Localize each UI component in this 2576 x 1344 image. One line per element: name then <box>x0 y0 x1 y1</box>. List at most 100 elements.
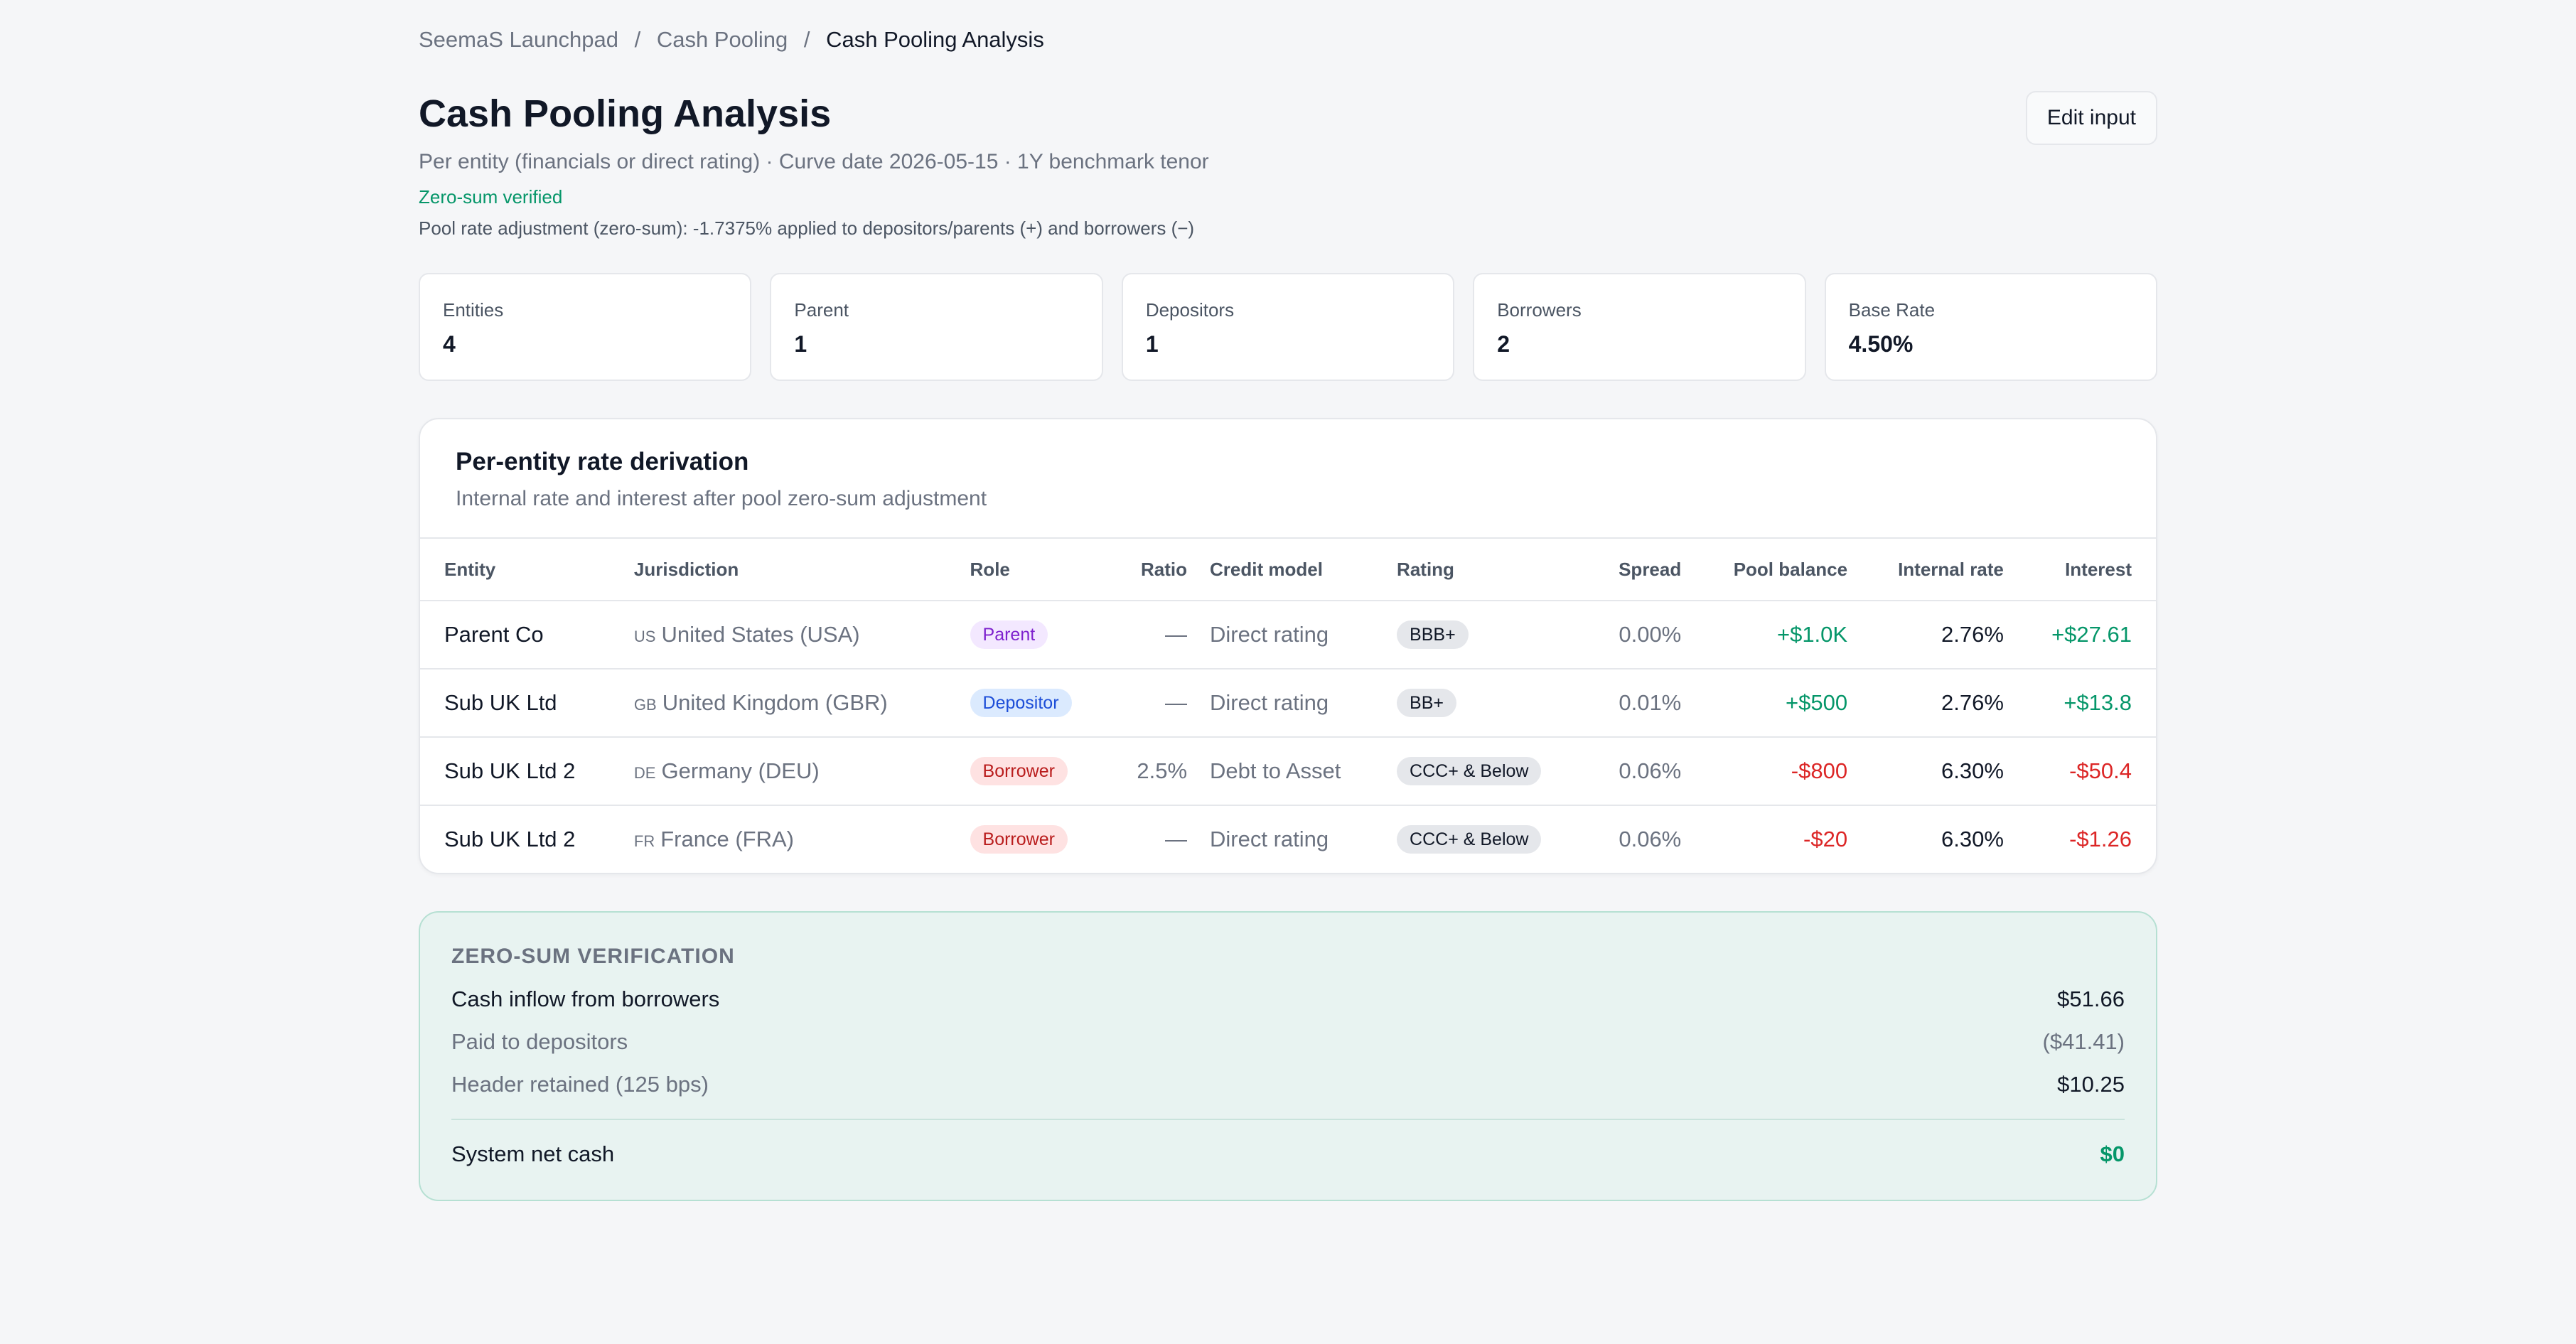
stat-card-borrowers: Borrowers 2 <box>1473 273 1806 381</box>
column-header-interest[interactable]: Interest <box>2014 539 2156 601</box>
verification-value: ($41.41) <box>2042 1029 2125 1054</box>
cell-credit-model: Direct rating <box>1210 827 1329 851</box>
cell-ratio: — <box>1165 827 1188 851</box>
table-row[interactable]: Sub UK Ltd 2 FR France (FRA) Borrower — D… <box>420 805 2156 873</box>
pool-rate-adjustment-note: Pool rate adjustment (zero-sum): -1.7375… <box>419 217 1195 239</box>
cell-internal-rate: 2.76% <box>1859 669 2015 738</box>
verification-label: Header retained (125 bps) <box>451 1072 709 1097</box>
role-badge: Depositor <box>970 689 1072 717</box>
card-title: Per-entity rate derivation <box>456 448 749 475</box>
breadcrumb-separator: / <box>803 27 810 52</box>
country-code: FR <box>633 832 655 850</box>
divider <box>451 1119 2125 1120</box>
stat-label: Parent <box>794 299 849 321</box>
verification-row-retained: Header retained (125 bps) $10.25 <box>451 1070 2125 1099</box>
stat-value: 1 <box>1145 331 1159 357</box>
cell-interest: +$27.61 <box>2014 601 2156 670</box>
cell-entity: Sub UK Ltd 2 <box>420 737 623 806</box>
rating-badge: BBB+ <box>1397 620 1469 649</box>
stat-label: Borrowers <box>1497 299 1582 321</box>
breadcrumb: SeemaS Launchpad / Cash Pooling / Cash P… <box>419 26 2157 54</box>
cell-interest: -$50.4 <box>2014 737 2156 806</box>
stat-value: 1 <box>794 331 807 357</box>
cell-spread: 0.01% <box>1589 669 1693 738</box>
cell-entity: Sub UK Ltd <box>420 669 623 738</box>
stat-card-base-rate: Base Rate 4.50% <box>1824 273 2158 381</box>
cell-role: Parent <box>958 601 1110 670</box>
zero-sum-verified-badge: Zero-sum verified <box>419 186 563 208</box>
column-header-internal-rate[interactable]: Internal rate <box>1859 539 2015 601</box>
country-code: DE <box>633 764 656 782</box>
system-net-cash-label: System net cash <box>451 1141 615 1166</box>
cell-rating: CCC+ & Below <box>1385 737 1589 806</box>
verification-title: ZERO-SUM VERIFICATION <box>451 945 735 968</box>
cell-spread: 0.06% <box>1589 737 1693 806</box>
cell-entity: Parent Co <box>420 601 623 670</box>
rating-badge: CCC+ & Below <box>1397 757 1542 785</box>
stat-card-parent: Parent 1 <box>770 273 1103 381</box>
verification-row-total: System net cash $0 <box>451 1140 2125 1168</box>
cell-credit-model: Direct rating <box>1198 669 1386 738</box>
column-header-spread[interactable]: Spread <box>1589 539 1693 601</box>
cell-interest: -$1.26 <box>2069 827 2132 851</box>
verification-label: Paid to depositors <box>451 1029 628 1054</box>
country-code: US <box>633 628 656 645</box>
cell-jurisdiction: DE Germany (DEU) <box>622 737 959 806</box>
summary-stats: Entities 4 Parent 1 Depositors 1 Borrowe… <box>419 273 2158 381</box>
column-header-pool-balance[interactable]: Pool balance <box>1692 539 1859 601</box>
breadcrumb-current: Cash Pooling Analysis <box>826 27 1044 52</box>
page-header: Cash Pooling Analysis Per entity (financ… <box>419 91 2157 240</box>
stat-label: Depositors <box>1145 299 1235 321</box>
cell-internal-rate: 6.30% <box>1859 737 2015 806</box>
column-header-ratio[interactable]: Ratio <box>1110 539 1199 601</box>
stat-value: 4 <box>443 331 456 357</box>
breadcrumb-item-launchpad[interactable]: SeemaS Launchpad <box>419 27 618 52</box>
verification-value: $51.66 <box>2057 987 2125 1011</box>
cell-internal-rate: 6.30% <box>1941 827 2004 851</box>
jurisdiction-name: United Kingdom (GBR) <box>662 690 888 715</box>
page-title: Cash Pooling Analysis <box>419 92 832 135</box>
cell-ratio: — <box>1110 669 1199 738</box>
rating-badge: BB+ <box>1397 689 1456 717</box>
verification-label: Cash inflow from borrowers <box>451 987 720 1011</box>
breadcrumb-item-cash-pooling[interactable]: Cash Pooling <box>656 27 788 52</box>
cell-ratio: — <box>1110 601 1199 670</box>
rate-derivation-table: Entity Jurisdiction Role Ratio Credit mo… <box>420 539 2156 873</box>
verification-row-inflow: Cash inflow from borrowers $51.66 <box>451 985 2125 1014</box>
column-header-jurisdiction[interactable]: Jurisdiction <box>622 539 959 601</box>
country-code: GB <box>633 696 657 714</box>
card-header: Per-entity rate derivation Internal rate… <box>420 419 2156 539</box>
column-header-entity[interactable]: Entity <box>420 539 623 601</box>
stat-label: Entities <box>443 299 504 321</box>
table-header-row: Entity Jurisdiction Role Ratio Credit mo… <box>420 539 2156 601</box>
card-subtitle: Internal rate and interest after pool ze… <box>456 487 987 510</box>
column-header-credit-model[interactable]: Credit model <box>1198 539 1386 601</box>
jurisdiction-name: United States (USA) <box>661 622 860 647</box>
cell-role: Borrower <box>958 737 1110 806</box>
system-net-cash-value: $0 <box>2100 1141 2125 1166</box>
cell-pool-balance: +$500 <box>1692 669 1859 738</box>
role-badge: Borrower <box>970 757 1068 785</box>
stat-value: 4.50% <box>1848 331 1914 357</box>
role-badge: Borrower <box>970 825 1068 854</box>
jurisdiction-name: France (FRA) <box>660 827 794 851</box>
stat-label: Base Rate <box>1848 299 1936 321</box>
edit-input-button[interactable]: Edit input <box>2025 91 2157 145</box>
cell-interest: +$13.8 <box>2014 669 2156 738</box>
column-header-rating[interactable]: Rating <box>1385 539 1589 601</box>
cell-pool-balance: -$20 <box>1803 827 1848 851</box>
verification-value: $10.25 <box>2057 1072 2125 1097</box>
cell-rating: BBB+ <box>1385 601 1589 670</box>
stat-card-depositors: Depositors 1 <box>1121 273 1455 381</box>
stat-card-entities: Entities 4 <box>419 273 752 381</box>
cell-entity: Sub UK Ltd 2 <box>444 827 576 851</box>
breadcrumb-separator: / <box>634 27 641 52</box>
cell-spread: 0.00% <box>1589 601 1693 670</box>
jurisdiction-name: Germany (DEU) <box>661 758 820 783</box>
table-row[interactable]: Sub UK Ltd GB United Kingdom (GBR) Deposi… <box>420 669 2156 738</box>
table-row[interactable]: Parent Co US United States (USA) Parent —… <box>420 601 2156 670</box>
column-header-role[interactable]: Role <box>958 539 1110 601</box>
table-row[interactable]: Sub UK Ltd 2 DE Germany (DEU) Borrower 2.… <box>420 737 2156 806</box>
cell-role: Borrower <box>959 805 1110 873</box>
verification-row-paid: Paid to depositors ($41.41) <box>451 1028 2125 1056</box>
